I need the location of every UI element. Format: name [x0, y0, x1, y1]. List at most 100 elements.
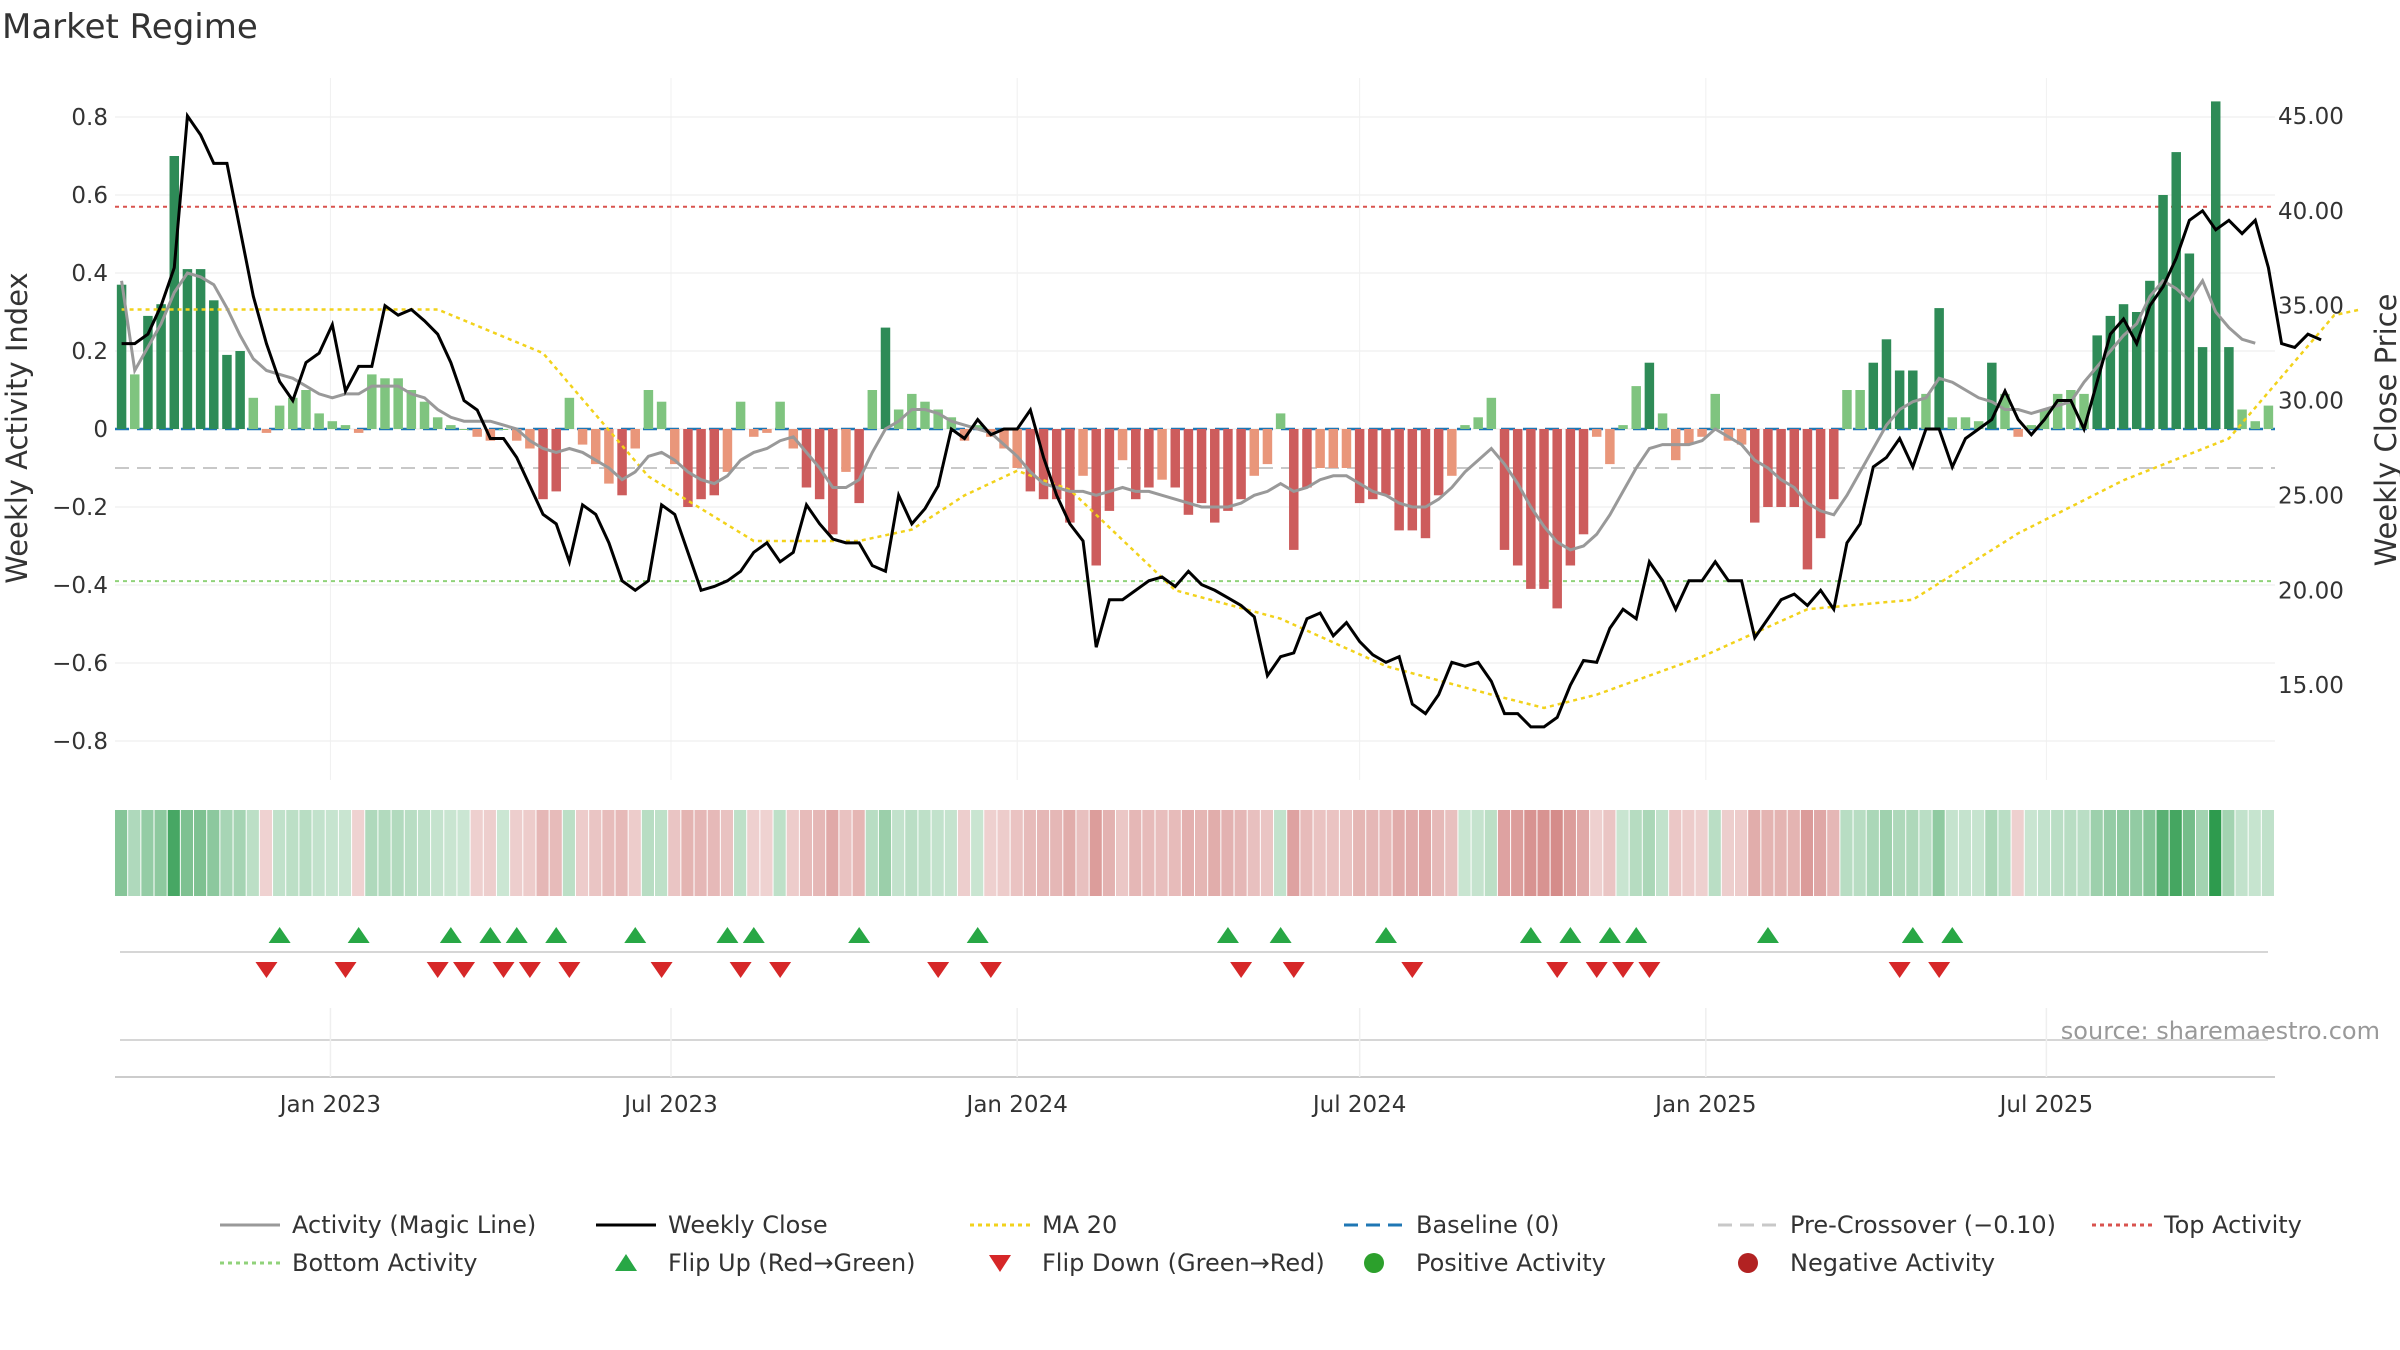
activity-bar [195, 269, 206, 429]
heat-cell [2103, 810, 2116, 896]
activity-bar [2013, 429, 2023, 437]
flip-down-marker [334, 962, 357, 978]
heat-cell [286, 810, 299, 896]
reference-levels [115, 205, 2275, 583]
legend-item: Pre-Crossover (−0.10) [1718, 1211, 2056, 1239]
flip-down-marker [1888, 962, 1911, 978]
flip-down-marker [650, 962, 673, 978]
heat-cell [971, 810, 984, 896]
activity-bar [1657, 413, 1668, 429]
activity-bar [1947, 417, 1958, 429]
heat-cell [1603, 810, 1616, 896]
legend-item: Flip Up (Red→Green) [615, 1249, 916, 1277]
activity-bar [1815, 429, 1826, 539]
flip-up-marker [505, 927, 528, 943]
heat-cell [2169, 810, 2182, 896]
x-axis: Jan 2023 Jul 2023 Jan 2024 Jul 2024 Jan 2025… [115, 1008, 2275, 1118]
activity-bar [1407, 429, 1418, 531]
heat-cell [1655, 810, 1669, 896]
legend-label: Positive Activity [1416, 1249, 1606, 1277]
heat-cell [1945, 810, 1958, 896]
activity-bar [972, 425, 983, 429]
heat-cell [747, 810, 760, 896]
y-left-tick-label: −0.6 [52, 651, 108, 677]
activity-bar [472, 429, 482, 437]
heat-cell [2209, 810, 2222, 896]
activity-bar [1130, 429, 1141, 500]
legend-item: Activity (Magic Line) [220, 1211, 536, 1239]
heat-cell [1195, 810, 1208, 896]
heat-cell [1247, 810, 1260, 896]
heat-cell [1102, 810, 1115, 896]
activity-bar [577, 429, 588, 445]
activity-bar [261, 429, 272, 433]
heat-cell [1866, 810, 1879, 896]
legend-label: Negative Activity [1790, 1249, 1995, 1277]
heat-cell [391, 810, 404, 896]
legend-item: MA 20 [970, 1211, 1117, 1239]
legend-label: Pre-Crossover (−0.10) [1790, 1211, 2056, 1239]
heat-cell [2051, 810, 2064, 896]
activity-bar [1960, 417, 1971, 429]
activity-bar [367, 374, 377, 429]
flip-down-marker [927, 962, 950, 978]
heat-cell [1550, 810, 1563, 896]
activity-bar [1552, 429, 1562, 609]
heat-cell [1563, 810, 1576, 896]
heat-cell [1392, 810, 1405, 896]
activity-bar [1789, 429, 1800, 507]
activity-bar [564, 397, 575, 429]
heat-cell [180, 810, 194, 896]
heat-cell [1840, 810, 1853, 896]
heat-cell [1906, 810, 1919, 896]
legend-swatch-dot [1738, 1253, 1758, 1273]
activity-bar [1684, 429, 1694, 445]
heat-cell [1089, 810, 1102, 896]
heat-cell [892, 810, 905, 896]
heat-cell [1590, 810, 1603, 896]
activity-bar [1012, 429, 1022, 468]
flip-up-marker [479, 927, 502, 943]
heat-cell [1418, 810, 1432, 896]
legend-item: Baseline (0) [1344, 1211, 1559, 1239]
heat-cell [1985, 810, 1998, 896]
legend-swatch-triangle-down [989, 1255, 1011, 1272]
activity-bars [116, 101, 2274, 609]
heat-cell [154, 810, 167, 896]
activity-bar [551, 429, 561, 492]
right-y-axis: 45.00 40.00 35.00 30.00 25.00 20.00 15.00 [2278, 104, 2344, 699]
heat-cell [2248, 810, 2261, 896]
activity-bar [248, 397, 259, 429]
y-left-tick-label: −0.8 [52, 729, 108, 755]
activity-bar [1223, 429, 1233, 511]
activity-bar [1117, 429, 1128, 461]
heat-cell [2064, 810, 2077, 896]
flip-up-marker [1756, 927, 1779, 943]
activity-bar [841, 429, 851, 472]
heat-cell [931, 810, 944, 896]
activity-bar [222, 354, 232, 429]
activity-bar [1868, 362, 1879, 429]
activity-bar [1368, 429, 1378, 500]
activity-bar [1539, 429, 1549, 589]
activity-bar [656, 401, 667, 429]
y-right-tick-label: 45.00 [2278, 104, 2344, 130]
activity-bar [1565, 429, 1576, 566]
legend-label: Baseline (0) [1416, 1211, 1559, 1239]
legend-label: Bottom Activity [292, 1249, 477, 1277]
heat-cell [510, 810, 523, 896]
heat-cell [2116, 810, 2130, 896]
flip-down-marker [1928, 962, 1951, 978]
activity-bar [683, 429, 693, 507]
activity-bar [1275, 413, 1286, 429]
activity-bar [775, 401, 785, 429]
heat-cell [1405, 810, 1418, 896]
heat-cell [1129, 810, 1142, 896]
heat-cell [575, 810, 589, 896]
heat-cell [1761, 810, 1774, 896]
source-note: source: sharemaestro.com [2061, 1017, 2380, 1045]
activity-bar [735, 401, 746, 429]
legend-swatch-dot [1364, 1253, 1384, 1273]
heat-cell [1748, 810, 1761, 896]
activity-bar [1486, 397, 1497, 429]
